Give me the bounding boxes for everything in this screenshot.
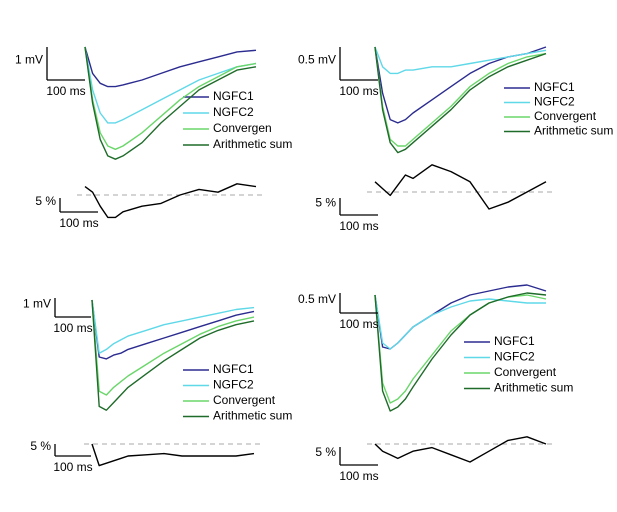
trace <box>374 46 547 75</box>
legend-label: NGFC1 <box>213 89 254 103</box>
scale-bar-label: 100 ms <box>53 321 92 335</box>
trace <box>91 299 255 411</box>
scale-bar-label: 100 ms <box>46 84 85 98</box>
legend-label: Convergen <box>213 121 272 135</box>
trace <box>91 299 255 396</box>
legend-label: NGFC2 <box>494 350 535 364</box>
trace <box>84 46 257 160</box>
legend-label: Convergent <box>494 365 557 379</box>
scale-bar-label: 100 ms <box>339 469 378 483</box>
scale-bar-label: 5 % <box>315 445 336 459</box>
trace <box>84 46 257 150</box>
legend-label: NGFC1 <box>213 362 254 376</box>
scale-bar-label: 5 % <box>30 439 51 453</box>
trace <box>91 299 255 354</box>
legend-label: Arithmetic sum <box>534 124 613 138</box>
scale-bar-label: 0.5 mV <box>298 53 336 67</box>
difference-trace <box>374 164 547 210</box>
scale-bar-label: 5 % <box>315 196 336 210</box>
difference-trace <box>91 443 255 467</box>
scale-bar-label: 100 ms <box>59 216 98 230</box>
difference-trace <box>374 436 547 463</box>
legend-label: NGFC1 <box>494 334 535 348</box>
trace <box>91 299 255 360</box>
trace <box>374 46 547 124</box>
legend-label: Arithmetic sum <box>213 409 292 423</box>
trace <box>84 46 257 88</box>
scale-bar-label: 1 mV <box>23 297 51 311</box>
scale-bar-label: 100 ms <box>53 460 92 474</box>
scale-bar-label: 100 ms <box>339 84 378 98</box>
trace <box>374 46 547 154</box>
legend-label: NGFC2 <box>534 95 575 109</box>
scale-bar-label: 100 ms <box>339 219 378 233</box>
legend-label: Arithmetic sum <box>213 137 292 151</box>
scale-bar-label: 5 % <box>35 194 56 208</box>
legend-label: NGFC2 <box>213 378 254 392</box>
legend-label: Convergent <box>534 109 597 123</box>
trace <box>84 46 257 124</box>
trace <box>374 46 547 147</box>
legend-label: NGFC1 <box>534 80 575 94</box>
trace <box>374 292 547 412</box>
legend-label: NGFC2 <box>213 105 254 119</box>
legend-label: Convergent <box>213 393 276 407</box>
scale-bar-label: 1 mV <box>15 53 43 67</box>
scale-bar-label: 100 ms <box>339 317 378 331</box>
scale-bar-label: 0.5 mV <box>298 292 336 306</box>
trace <box>374 294 546 350</box>
difference-trace <box>84 183 257 219</box>
legend-label: Arithmetic sum <box>494 381 573 395</box>
